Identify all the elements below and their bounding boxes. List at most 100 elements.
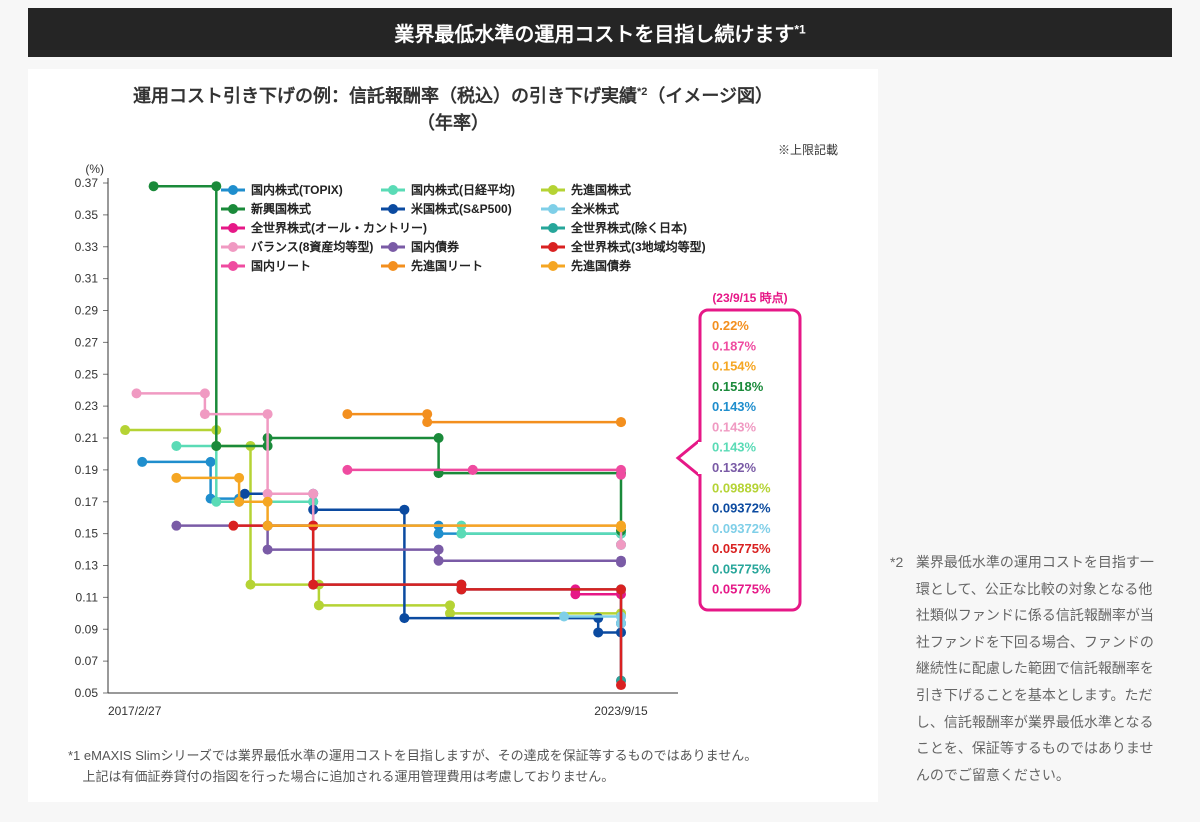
footnote1-line2: 上記は有価証券貸付の指図を行った場合に追加される運用管理費用は考慮しておりません… [82,769,614,784]
series-marker [206,457,216,467]
series-marker [616,522,626,532]
series-marker [616,540,626,550]
series-marker [200,409,210,419]
header-bar: 業界最低水準の運用コストを目指し続けます*1 [28,8,1172,57]
legend-label: 国内株式(TOPIX) [251,182,343,197]
chart-title: 運用コスト引き下げの例：信託報酬率（税込）の引き下げ実績*2（イメージ図） （年… [28,69,878,141]
y-tick-label: 0.23 [75,399,99,413]
series-marker [456,529,466,539]
callout-value: 0.05775% [712,582,771,597]
step-chart: (%)0.050.070.090.110.130.150.170.190.210… [28,158,878,738]
y-tick-label: 0.27 [75,335,99,349]
series-line [564,617,621,624]
y-tick-label: 0.29 [75,304,99,318]
series-marker [422,417,432,427]
series-marker [593,627,603,637]
chart-title-sup: *2 [637,86,647,98]
callout-pointer [678,440,700,476]
series-line [347,414,621,422]
y-tick-label: 0.25 [75,367,99,381]
y-tick-label: 0.31 [75,272,99,286]
legend-marker [228,185,238,195]
x-end-label: 2023/9/15 [594,704,648,718]
legend-marker [388,204,398,214]
series-marker [434,433,444,443]
callout-header: (23/9/15 時点) [712,290,787,305]
legend-label: 米国株式(S&P500) [411,201,512,216]
callout-value: 0.22% [712,318,749,333]
series-marker [593,613,603,623]
y-tick-label: 0.35 [75,208,99,222]
legend-label: 全世界株式(オール・カントリー) [250,220,427,235]
legend-label: 全米株式 [570,201,619,216]
y-tick-label: 0.33 [75,240,99,254]
legend-label: 先進国債券 [571,258,632,273]
series-marker [616,417,626,427]
series-marker [342,465,352,475]
x-start-label: 2017/2/27 [108,704,162,718]
y-tick-label: 0.15 [75,527,99,541]
legend-marker [228,204,238,214]
footnote1-label: *1 [68,748,80,763]
series-marker [434,556,444,566]
series-marker [308,580,318,590]
series-marker [399,505,409,515]
legend-label: 全世界株式(除く日本) [570,220,687,235]
callout-value: 0.143% [712,440,757,455]
legend-marker [548,242,558,252]
callout-value: 0.09372% [712,521,771,536]
series-marker [616,557,626,567]
legend-marker [548,261,558,271]
series-marker [570,589,580,599]
legend-marker [228,242,238,252]
callout-value: 0.143% [712,419,757,434]
y-tick-label: 0.37 [75,176,99,190]
callout-value: 0.154% [712,359,757,374]
legend-marker [228,223,238,233]
legend-label: 新興国株式 [251,201,311,216]
y-axis-unit: (%) [85,162,104,176]
y-tick-label: 0.13 [75,559,99,573]
series-marker [234,473,244,483]
callout-value: 0.09372% [712,501,771,516]
legend-label: 国内債券 [411,239,460,254]
series-marker [228,521,238,531]
series-marker [137,457,147,467]
series-marker [434,545,444,555]
header-sup: *1 [794,22,805,36]
callout-value: 0.187% [712,338,757,353]
series-marker [342,409,352,419]
footnote2-label: *2 [890,549,912,576]
y-tick-label: 0.05 [75,686,99,700]
series-marker [314,600,324,610]
series-marker [171,473,181,483]
callout-value: 0.05775% [712,541,771,556]
footnote1-line1: eMAXIS Slimシリーズでは業界最低水準の運用コストを目指しますが、その達… [84,748,757,763]
main-area: 運用コスト引き下げの例：信託報酬率（税込）の引き下げ実績*2（イメージ図） （年… [0,57,1200,822]
y-tick-label: 0.09 [75,622,99,636]
legend-marker [388,261,398,271]
series-marker [211,497,221,507]
chart-title-line1-after: （イメージ図） [647,86,773,106]
legend-marker [548,223,558,233]
series-marker [616,470,626,480]
series-marker [149,181,159,191]
legend-marker [548,185,558,195]
series-marker [200,388,210,398]
series-marker [308,489,318,499]
footnote2-body: 業界最低水準の運用コストを目指す一環として、公正な比較の対象となる他社類似ファン… [916,549,1160,788]
series-line [125,430,621,615]
series-line [176,526,621,563]
series-marker [445,608,455,618]
legend-label: 国内リート [251,258,311,273]
series-marker [263,545,273,555]
legend-label: 国内株式(日経平均) [411,182,515,197]
legend-label: 先進国株式 [571,182,631,197]
series-marker [559,612,569,622]
callout-value: 0.05775% [712,561,771,576]
chart-title-line1: 運用コスト引き下げの例：信託報酬率（税込）の引き下げ実績 [133,86,637,106]
series-marker [263,521,273,531]
series-marker [171,441,181,451]
series-marker [234,497,244,507]
legend-label: 先進国リート [411,258,483,273]
